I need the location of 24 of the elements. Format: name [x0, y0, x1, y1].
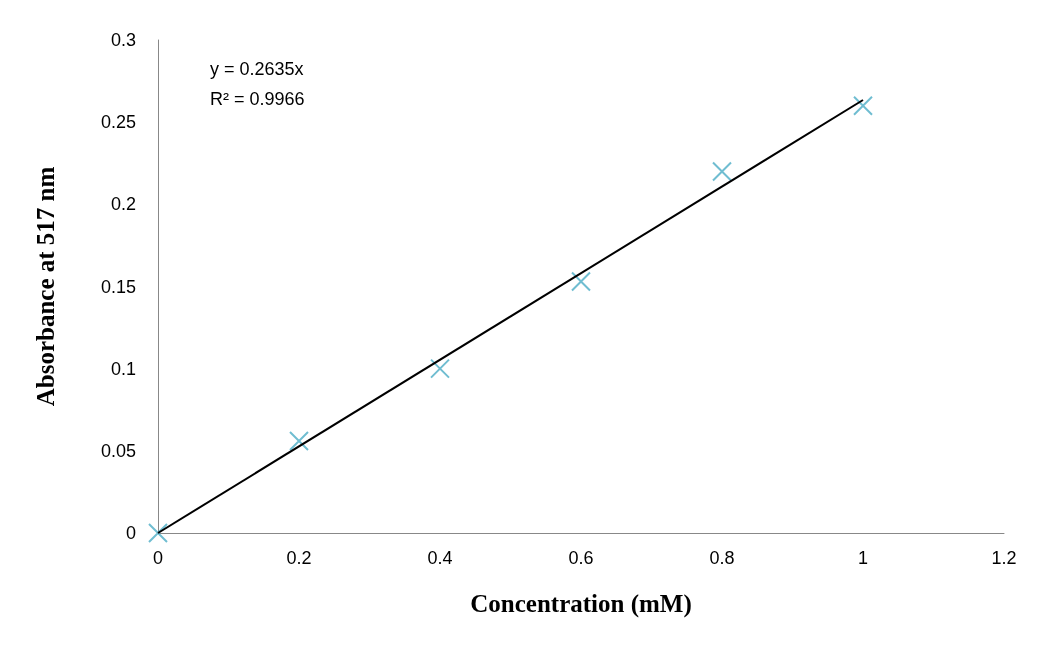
- point: [289, 430, 309, 451]
- y-axis-title: Absorbance at 517 nm: [32, 166, 59, 407]
- x-tick-label: 0.8: [709, 548, 735, 568]
- y-tick-label: 0.3: [110, 30, 136, 50]
- point: [148, 523, 168, 543]
- x-axis-title: Concentration (mM): [470, 590, 692, 618]
- annotation: y = 0.2635x: [210, 59, 304, 79]
- x-tick-label: 1: [857, 548, 869, 568]
- x-tick-label: 0.6: [568, 548, 594, 568]
- x-tick-label: 0.2: [286, 548, 312, 568]
- y-tick-label: 0.2: [110, 194, 136, 215]
- x-tick-label: 0: [152, 548, 164, 568]
- point: [430, 358, 450, 379]
- point: [712, 161, 732, 182]
- point: [571, 271, 591, 292]
- x-tick-label: 1.2: [991, 548, 1017, 568]
- x-tick-label: 0.4: [427, 548, 453, 568]
- y-tick-label: 0: [125, 523, 136, 543]
- annotation: R² = 0.9966: [210, 89, 305, 109]
- y-tick-label: 0.15: [100, 276, 136, 297]
- y-tick-label: 0.25: [100, 112, 136, 133]
- point: [853, 95, 873, 116]
- y-tick-label: 0.05: [100, 440, 136, 461]
- y-tick-label: 0.1: [110, 358, 136, 379]
